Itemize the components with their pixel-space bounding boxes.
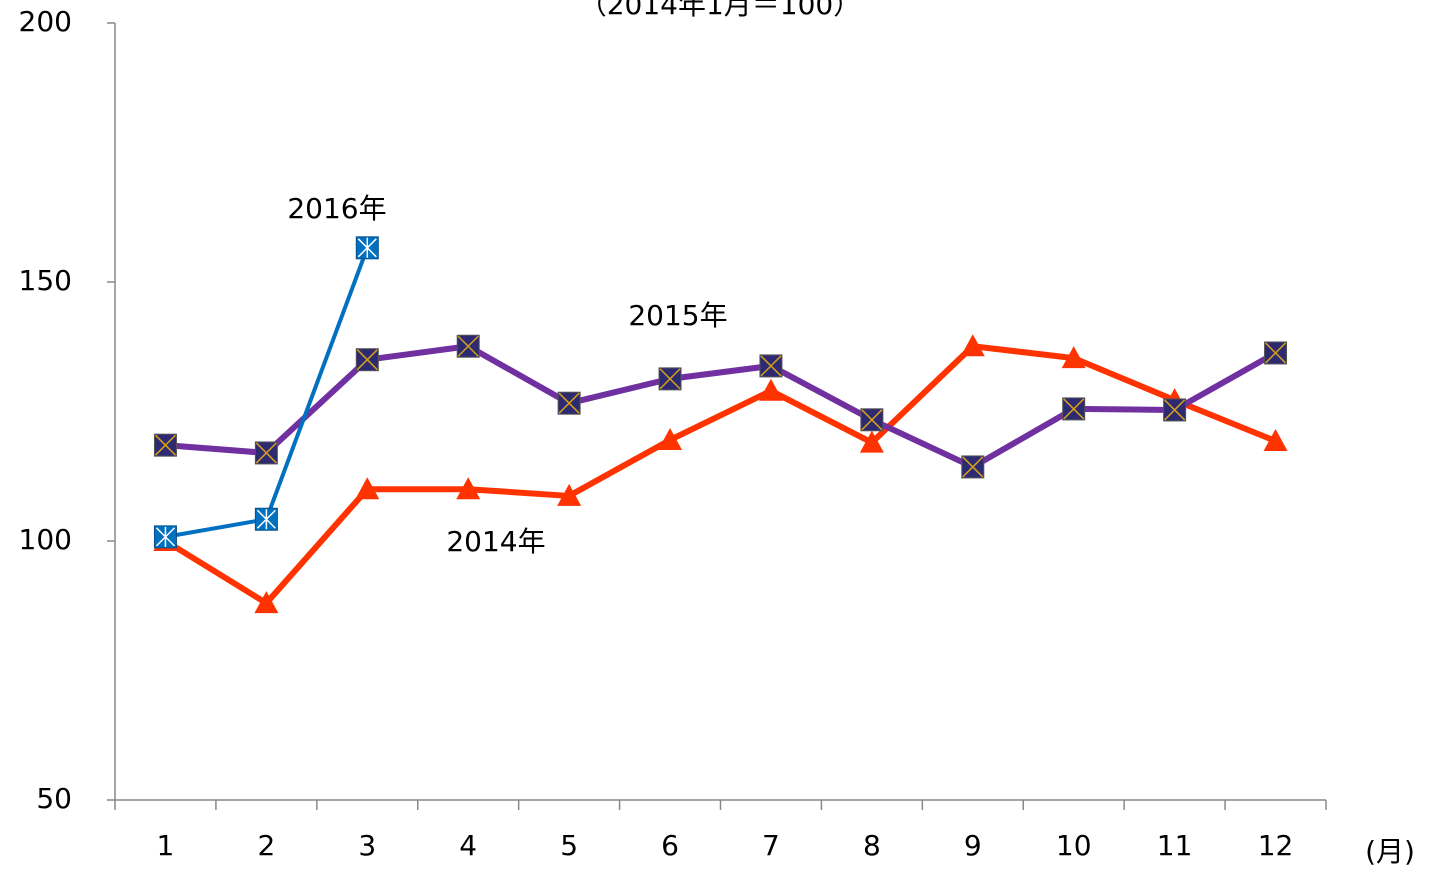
x-tick-label: 9 — [964, 829, 982, 862]
marker-star — [357, 237, 377, 258]
marker — [859, 430, 884, 453]
series — [153, 334, 1288, 479]
marker — [153, 525, 177, 549]
marker-cross — [558, 392, 580, 414]
marker-cross — [861, 409, 883, 431]
marker — [254, 591, 279, 614]
chart-title: （2014年1月＝100） — [579, 0, 862, 21]
y-tick-label: 150 — [19, 264, 72, 297]
marker — [758, 378, 783, 401]
marker — [658, 427, 683, 450]
marker-cross — [1265, 342, 1287, 364]
marker — [254, 441, 278, 465]
marker-star — [256, 509, 276, 530]
marker-cross — [457, 335, 479, 357]
marker — [355, 477, 380, 500]
marker-cross — [962, 456, 984, 478]
x-tick-label: 6 — [661, 829, 679, 862]
marker — [961, 455, 985, 479]
marker — [557, 391, 581, 415]
x-axis-label: (月) — [1365, 835, 1415, 868]
x-tick-label: 5 — [560, 829, 578, 862]
marker-cross — [255, 442, 277, 464]
y-tick-label: 50 — [36, 782, 72, 815]
x-tick-label: 11 — [1157, 829, 1193, 862]
marker — [1061, 346, 1086, 369]
marker-cross — [154, 434, 176, 456]
series-line — [165, 343, 1278, 470]
marker — [658, 367, 682, 391]
series-line — [165, 247, 370, 539]
marker — [557, 483, 582, 506]
x-tick-label: 1 — [157, 829, 175, 862]
marker-cross — [1164, 399, 1186, 421]
x-tick-label: 4 — [459, 829, 477, 862]
marker — [1263, 429, 1288, 452]
x-tick-label: 7 — [762, 829, 780, 862]
marker — [960, 334, 985, 357]
marker-cross — [1063, 398, 1085, 420]
x-tick-label: 2 — [257, 829, 275, 862]
marker — [759, 354, 783, 378]
y-tick-label: 200 — [19, 5, 72, 38]
x-tick-label: 10 — [1056, 829, 1092, 862]
marker — [254, 507, 278, 531]
marker-cross — [356, 349, 378, 371]
marker — [1163, 398, 1187, 422]
series-label: 2016年 — [287, 192, 386, 225]
series — [153, 236, 379, 549]
marker — [355, 236, 379, 260]
series-line — [163, 343, 1277, 607]
marker — [1062, 397, 1086, 421]
marker — [153, 433, 177, 457]
marker-cross — [760, 355, 782, 377]
marker-cross — [659, 368, 681, 390]
marker — [456, 334, 480, 358]
marker-star — [155, 526, 175, 547]
marker — [1264, 341, 1288, 365]
series — [153, 334, 1288, 614]
x-tick-label: 12 — [1258, 829, 1294, 862]
series-label: 2015年 — [628, 299, 727, 332]
y-tick-label: 100 — [19, 523, 72, 556]
marker — [456, 477, 481, 500]
series-label: 2014年 — [446, 525, 545, 558]
marker — [860, 408, 884, 432]
marker — [355, 348, 379, 372]
x-tick-label: 8 — [863, 829, 881, 862]
x-tick-label: 3 — [358, 829, 376, 862]
